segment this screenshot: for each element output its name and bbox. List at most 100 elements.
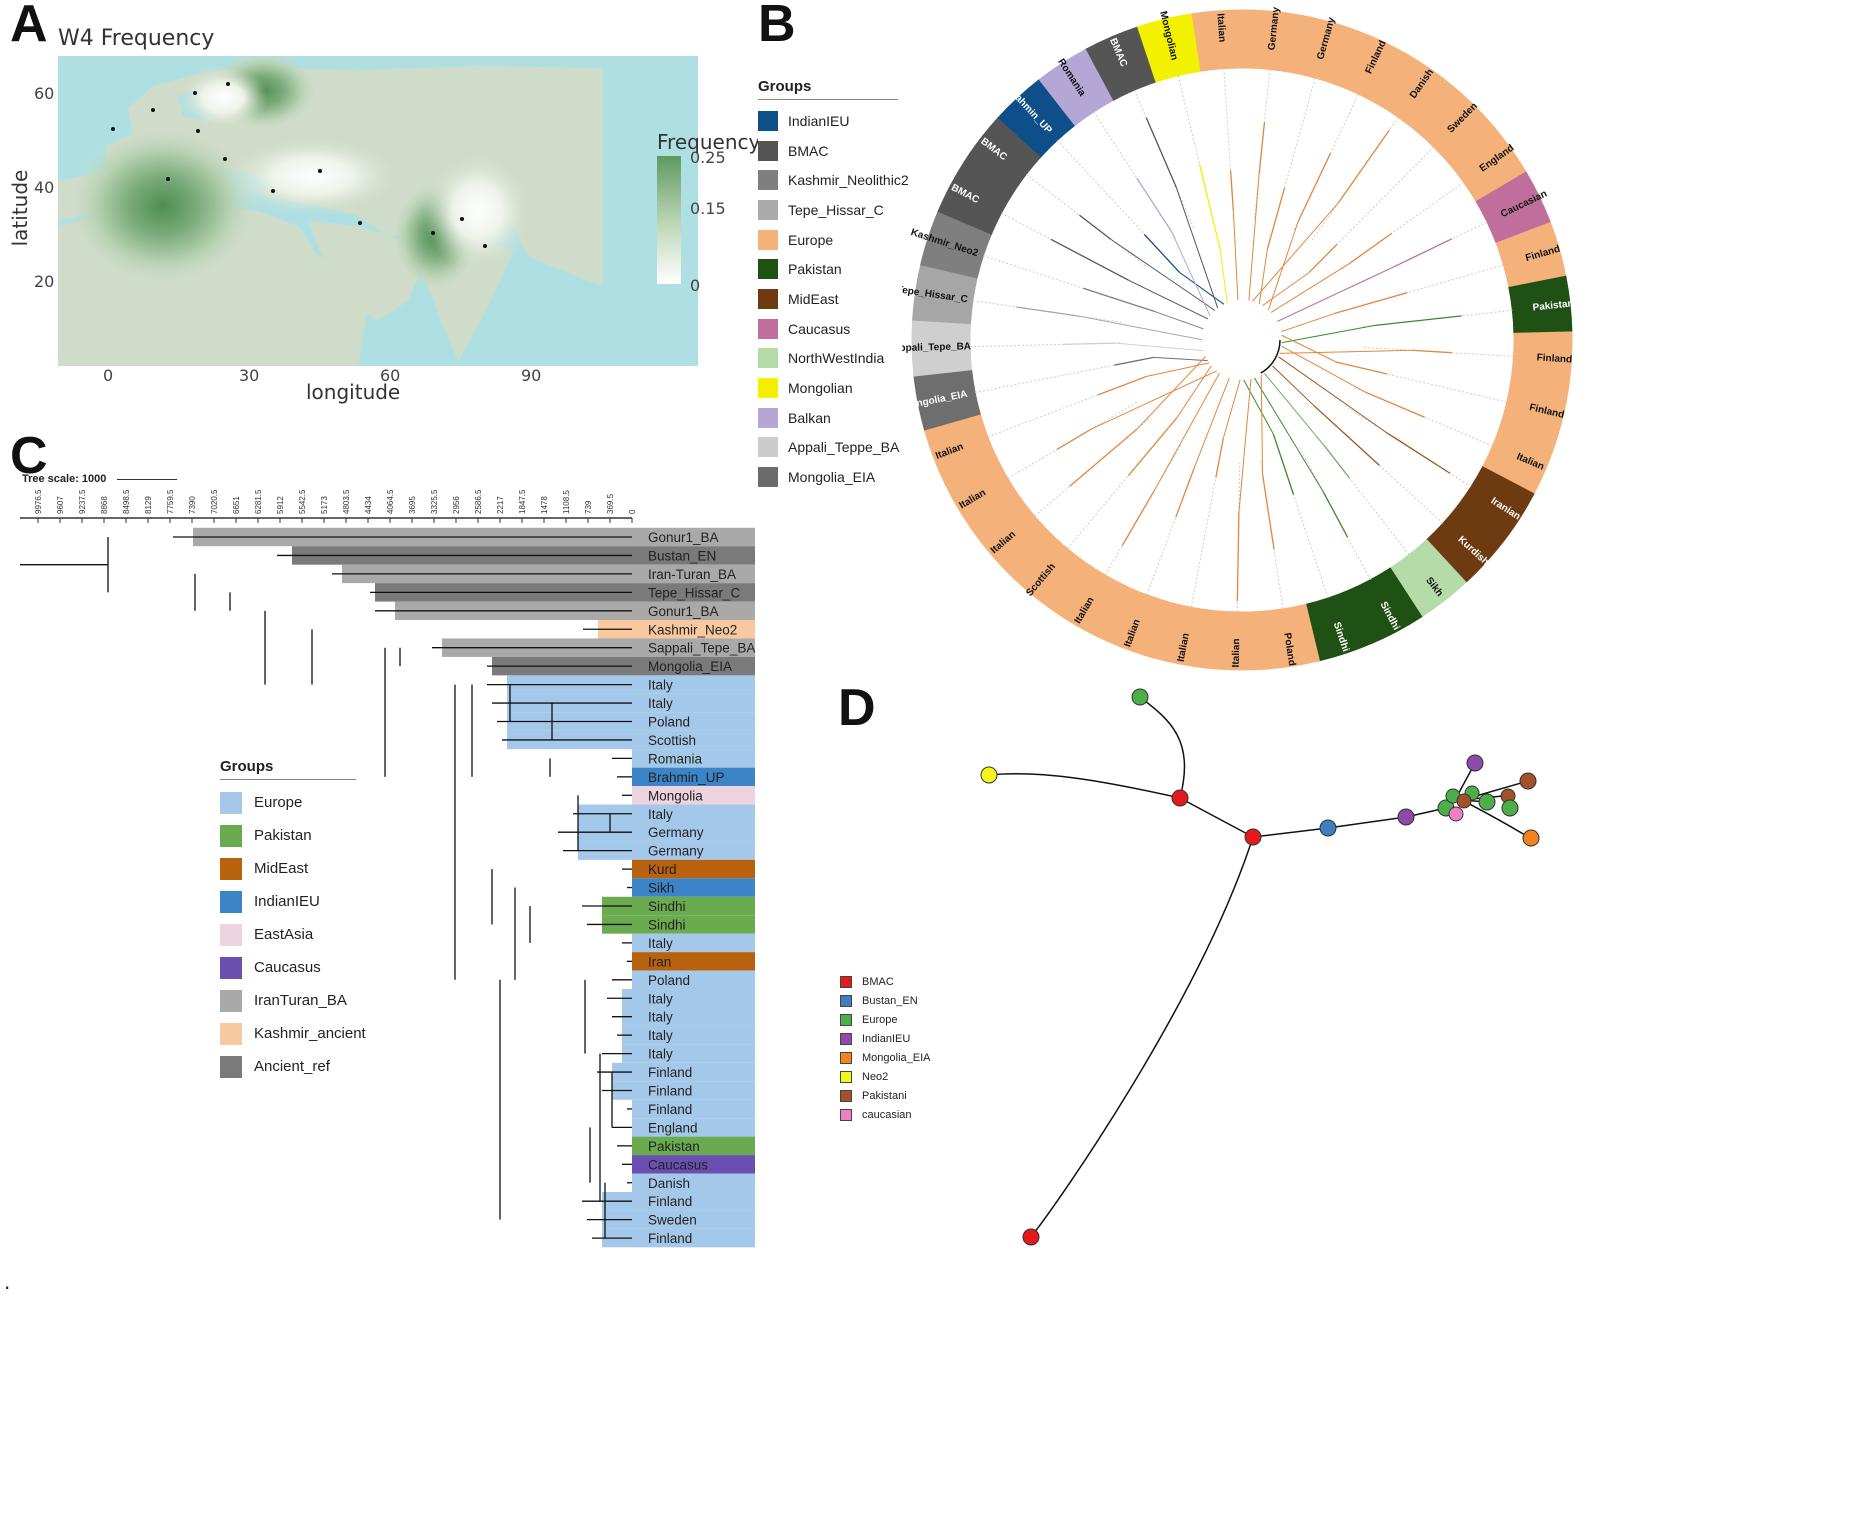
tree-leaf-highlight — [632, 786, 755, 805]
edge-9 — [1461, 780, 1529, 801]
ring-branch — [1261, 474, 1275, 550]
ring-connector — [1281, 324, 1375, 344]
tree-axis-label: 2586.5 — [474, 490, 483, 514]
ring-branch — [1127, 417, 1178, 477]
ring-connector — [1219, 249, 1228, 303]
tree-leaf-label: Caucasus — [648, 1157, 708, 1172]
node-pakistani-2 — [1500, 788, 1516, 804]
tree-leaf-highlight — [622, 1007, 755, 1026]
footer-dot: . — [4, 1270, 11, 1294]
node-bmac-3 — [1022, 1228, 1040, 1246]
edge-3 — [1179, 797, 1254, 838]
tree-leaf-label: Italy — [648, 696, 673, 711]
legend-b-item: Kashmir_Neolithic2 — [758, 165, 909, 195]
legend-b: Groups IndianIEU BMAC Kashmir_Neolithic2 Te… — [758, 78, 909, 492]
legend-tick-025: 0.25 — [690, 148, 726, 167]
legend-c-swatch — [220, 824, 242, 847]
tree-axis-label: 2956 — [452, 496, 461, 514]
legend-d-label: caucasian — [862, 1108, 912, 1121]
legend-b-label: Europe — [788, 231, 834, 248]
legend-tick-015: 0.15 — [690, 199, 726, 218]
legend-c-swatch — [220, 956, 242, 979]
tree-axis-label: 3695 — [408, 496, 417, 514]
legend-d-swatch — [840, 994, 852, 1007]
legend-d: BMAC Bustan_EN Europe IndianIEU Mongolia_EIA… — [840, 972, 960, 1124]
ring-spoke — [1066, 431, 1166, 549]
ring-connector — [1155, 311, 1204, 330]
map-ylabel: latitude — [8, 169, 32, 247]
ring-spoke — [1330, 420, 1444, 524]
tree-leaf-label: Tepe_Hissar_C — [648, 585, 741, 600]
tree-leaf-label: Iran — [648, 954, 671, 969]
high-frequency-italy — [68, 126, 258, 286]
legend-b-swatch — [758, 318, 778, 339]
node-bmac-1 — [1171, 789, 1189, 807]
ring-label: Poland — [1281, 632, 1297, 667]
tree-axis-label: 7020.5 — [210, 490, 219, 514]
sample-points — [111, 82, 487, 248]
ring-spoke — [1273, 77, 1316, 225]
ring-branch — [1078, 214, 1112, 241]
legend-b-item: Tepe_Hissar_C — [758, 195, 898, 225]
legend-c-label: Kashmir_ancient — [254, 1025, 366, 1042]
tree-leaf-highlight — [602, 896, 755, 916]
node-europe-3 — [1464, 785, 1480, 801]
ring-branch — [1136, 177, 1173, 233]
tree-leaf-highlight — [632, 970, 755, 990]
tree-axis-label: 9237.5 — [78, 490, 87, 514]
ring-label: Italian — [1176, 632, 1192, 662]
ring-branch — [1324, 446, 1350, 479]
legend-d-swatch — [840, 1070, 852, 1083]
ring-label: Italian — [1214, 13, 1227, 43]
tree-leaf-label: Brahmin_UP — [648, 770, 725, 785]
legend-b-label: Balkan — [788, 409, 831, 426]
legend-c-label: EastAsia — [254, 926, 314, 943]
tree-leaf-highlight — [622, 1044, 755, 1063]
legend-d-item: Mongolia_EIA — [840, 1048, 960, 1067]
ring-label: Finland — [1536, 352, 1572, 365]
legend-d-item: Neo2 — [840, 1067, 960, 1086]
ring-connector — [1232, 210, 1239, 301]
tree-leaf-label: Finland — [648, 1065, 692, 1080]
ring-branch — [1308, 243, 1338, 274]
legend-b-item: Mongolian — [758, 373, 898, 403]
edge-5 — [1327, 816, 1407, 829]
ring-connector — [1258, 249, 1268, 305]
xtick-60: 60 — [380, 366, 401, 385]
ring-branch — [1056, 428, 1092, 450]
tree-axis-label: 4434 — [364, 496, 373, 514]
node-europe-2 — [1445, 788, 1461, 804]
tree-leaf-label: Scottish — [648, 733, 696, 748]
ring-branch — [1338, 130, 1390, 203]
ring-spoke — [1190, 457, 1221, 608]
panel-d-letter: D — [838, 679, 876, 737]
ring-label: Sappali_Tepe_BA — [902, 341, 971, 354]
ring-connector — [1091, 370, 1217, 430]
ring-branch — [1322, 491, 1349, 538]
ring-connector — [1281, 345, 1366, 393]
ring-connector — [1176, 365, 1212, 418]
legend-b-title: Groups — [758, 78, 898, 100]
ring-branch — [1297, 152, 1332, 222]
legend-b-swatch — [758, 348, 778, 369]
tree-leaf-highlight — [622, 1025, 755, 1045]
tree-axis-label: 3325.5 — [430, 490, 439, 514]
ring-connector — [1279, 349, 1412, 354]
ring-spoke — [1093, 111, 1178, 240]
ring-branch — [1069, 428, 1138, 487]
legend-b-item: Caucasus — [758, 314, 898, 344]
tree-leaf-label: Poland — [648, 973, 690, 988]
legend-d-label: Bustan_EN — [862, 994, 918, 1007]
rectangular-tree: 9976.5 9607 9237.5 8868 8498.5 8129 7759.5 7390… — [20, 490, 755, 1248]
legend-c-item: MidEast — [220, 852, 356, 885]
ring-spoke — [1326, 146, 1435, 256]
map-legend-title: Frequency — [657, 130, 761, 154]
ring-connector — [1263, 372, 1326, 447]
legend-c: Groups Europe Pakistan MidEast IndianIEU Eas… — [220, 758, 366, 1083]
legend-c-swatch — [220, 890, 242, 913]
ring-connector — [1243, 379, 1274, 435]
tree-leaf-label: Italy — [648, 1028, 673, 1043]
ring-connector — [1222, 379, 1241, 439]
panel-b-letter: B — [758, 0, 796, 53]
tree-leaf-label: Danish — [648, 1176, 690, 1191]
